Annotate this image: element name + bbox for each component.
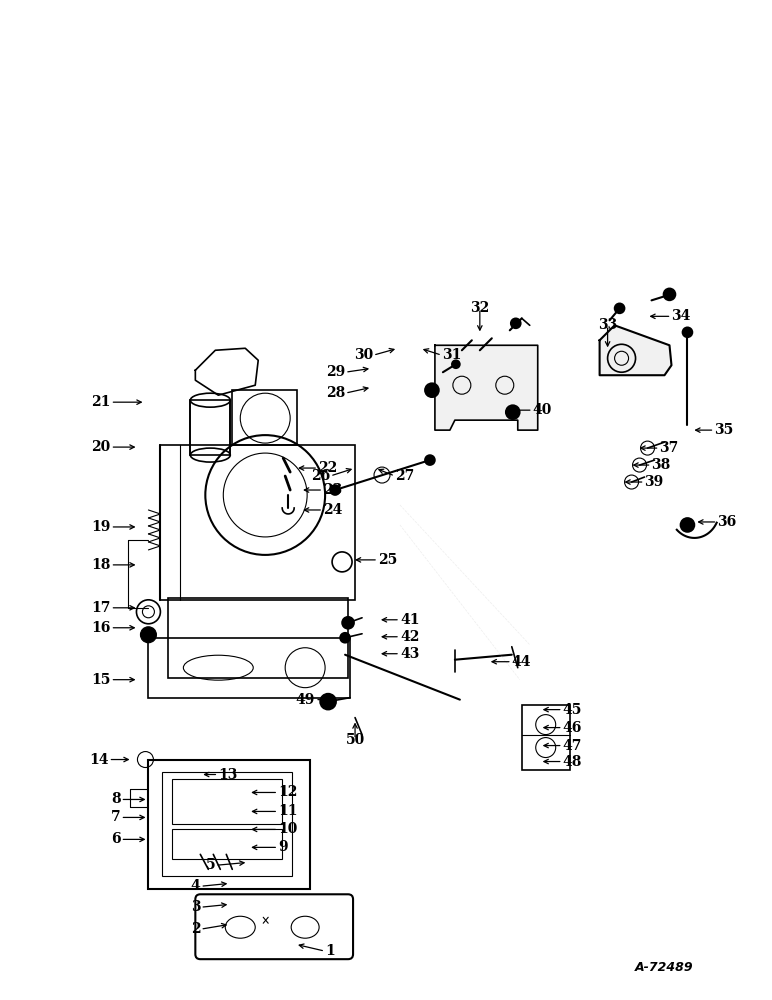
Text: 2: 2: [191, 922, 201, 936]
Text: 38: 38: [652, 458, 671, 472]
Bar: [148, 638, 350, 698]
Circle shape: [141, 627, 157, 643]
Polygon shape: [600, 325, 672, 375]
Text: 49: 49: [296, 693, 315, 707]
Circle shape: [330, 485, 340, 495]
Text: 44: 44: [512, 655, 531, 669]
Text: 8: 8: [111, 792, 120, 806]
Text: 36: 36: [717, 515, 736, 529]
Polygon shape: [435, 345, 538, 430]
Text: 10: 10: [278, 822, 297, 836]
Circle shape: [340, 633, 350, 643]
Text: 34: 34: [672, 309, 691, 323]
Text: 23: 23: [323, 483, 342, 497]
Circle shape: [511, 318, 521, 328]
Text: 15: 15: [91, 673, 110, 687]
Circle shape: [320, 694, 336, 710]
Text: 45: 45: [563, 703, 582, 717]
Text: 46: 46: [563, 721, 582, 735]
Text: 16: 16: [91, 621, 110, 635]
Bar: [162, 772, 292, 876]
Text: 25: 25: [378, 553, 398, 567]
Bar: [161, 445, 355, 600]
Text: 3: 3: [191, 900, 201, 914]
Circle shape: [342, 617, 354, 629]
Text: 18: 18: [91, 558, 110, 572]
Bar: [522, 705, 570, 770]
Text: 42: 42: [400, 630, 419, 644]
Text: 31: 31: [442, 348, 462, 362]
Text: 5: 5: [205, 858, 215, 872]
Circle shape: [506, 405, 520, 419]
Text: 30: 30: [354, 348, 373, 362]
Text: 13: 13: [218, 768, 238, 782]
Text: A-72489: A-72489: [635, 961, 694, 974]
Text: 6: 6: [111, 832, 120, 846]
Text: 11: 11: [278, 804, 298, 818]
Text: 47: 47: [563, 739, 582, 753]
Circle shape: [680, 518, 695, 532]
Bar: [172, 779, 283, 824]
Text: 35: 35: [714, 423, 733, 437]
Circle shape: [663, 288, 676, 300]
Circle shape: [452, 360, 460, 368]
Bar: [168, 598, 348, 678]
Circle shape: [615, 303, 625, 313]
Text: 14: 14: [89, 753, 109, 767]
Text: 37: 37: [659, 441, 679, 455]
Bar: [172, 829, 283, 859]
Text: 9: 9: [278, 840, 288, 854]
Text: 1: 1: [325, 944, 335, 958]
Text: 4: 4: [191, 879, 201, 893]
Text: 7: 7: [111, 810, 120, 824]
Text: 43: 43: [400, 647, 419, 661]
Text: 20: 20: [91, 440, 110, 454]
Text: 33: 33: [598, 318, 618, 332]
Text: 12: 12: [278, 785, 297, 799]
Text: 21: 21: [91, 395, 110, 409]
Text: 48: 48: [563, 755, 582, 769]
Text: 50: 50: [345, 733, 364, 747]
Text: 39: 39: [645, 475, 664, 489]
Text: 29: 29: [326, 365, 345, 379]
Text: 40: 40: [533, 403, 552, 417]
Circle shape: [425, 455, 435, 465]
Text: 41: 41: [400, 613, 419, 627]
Bar: [232, 390, 297, 445]
Circle shape: [425, 383, 439, 397]
Text: 32: 32: [470, 301, 489, 315]
Text: 22: 22: [318, 461, 337, 475]
Circle shape: [682, 327, 692, 337]
Text: 28: 28: [326, 386, 345, 400]
Text: 17: 17: [91, 601, 110, 615]
Text: 19: 19: [91, 520, 110, 534]
Bar: [191, 400, 230, 455]
Bar: [148, 760, 310, 889]
Text: 26: 26: [311, 469, 330, 483]
Text: 24: 24: [323, 503, 343, 517]
Text: 27: 27: [395, 469, 415, 483]
